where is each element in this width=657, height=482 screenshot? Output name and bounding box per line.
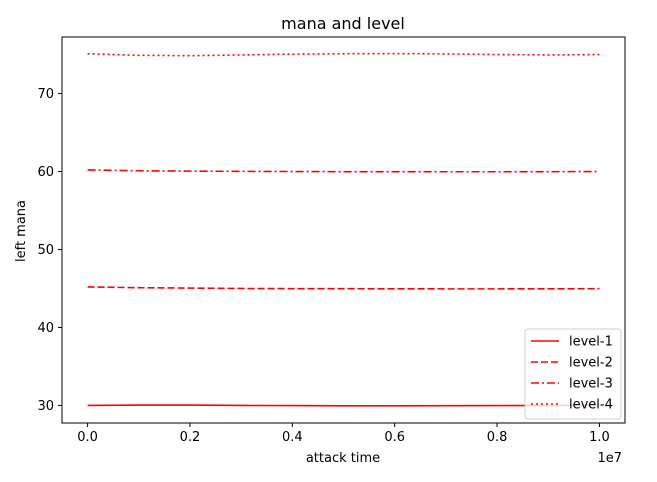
- y-tick-label: 60: [37, 165, 54, 180]
- x-tick-label: 0.2: [180, 430, 201, 445]
- series-line-level-3: [87, 169, 600, 173]
- y-tick-label: 50: [37, 243, 54, 258]
- series-line-level-4: [87, 52, 600, 57]
- y-ticks: 30 40 50 60 70: [37, 87, 62, 414]
- y-axis-label: left mana: [14, 200, 29, 262]
- legend-label: level-4: [569, 398, 613, 413]
- series-line-level-1: [87, 404, 600, 407]
- x-tick-label: 0.6: [384, 430, 405, 445]
- y-tick-label: 70: [37, 87, 54, 102]
- axes-group: [61, 36, 626, 424]
- x-tick-label: 0.0: [77, 430, 98, 445]
- x-tick-label: 0.4: [282, 430, 303, 445]
- legend: level-1 level-2 level-3 level-4: [524, 328, 622, 420]
- series-line-level-2: [87, 286, 600, 290]
- chart-title: mana and level: [281, 14, 405, 33]
- legend-label: level-2: [569, 356, 613, 371]
- legend-box: [524, 328, 622, 420]
- legend-label: level-3: [569, 377, 613, 392]
- y-tick-label: 30: [37, 399, 54, 414]
- x-axis-label: attack time: [306, 451, 380, 466]
- x-tick-label: 1.0: [589, 430, 610, 445]
- y-tick-label: 40: [37, 321, 54, 336]
- x-tick-label: 0.8: [487, 430, 508, 445]
- axes-frame: [61, 36, 626, 424]
- series-group: [87, 52, 600, 407]
- x-axis-offset-label: 1e7: [597, 451, 622, 466]
- legend-label: level-1: [569, 335, 613, 350]
- x-ticks: 0.0 0.2 0.4 0.6 0.8 1.0: [77, 423, 610, 445]
